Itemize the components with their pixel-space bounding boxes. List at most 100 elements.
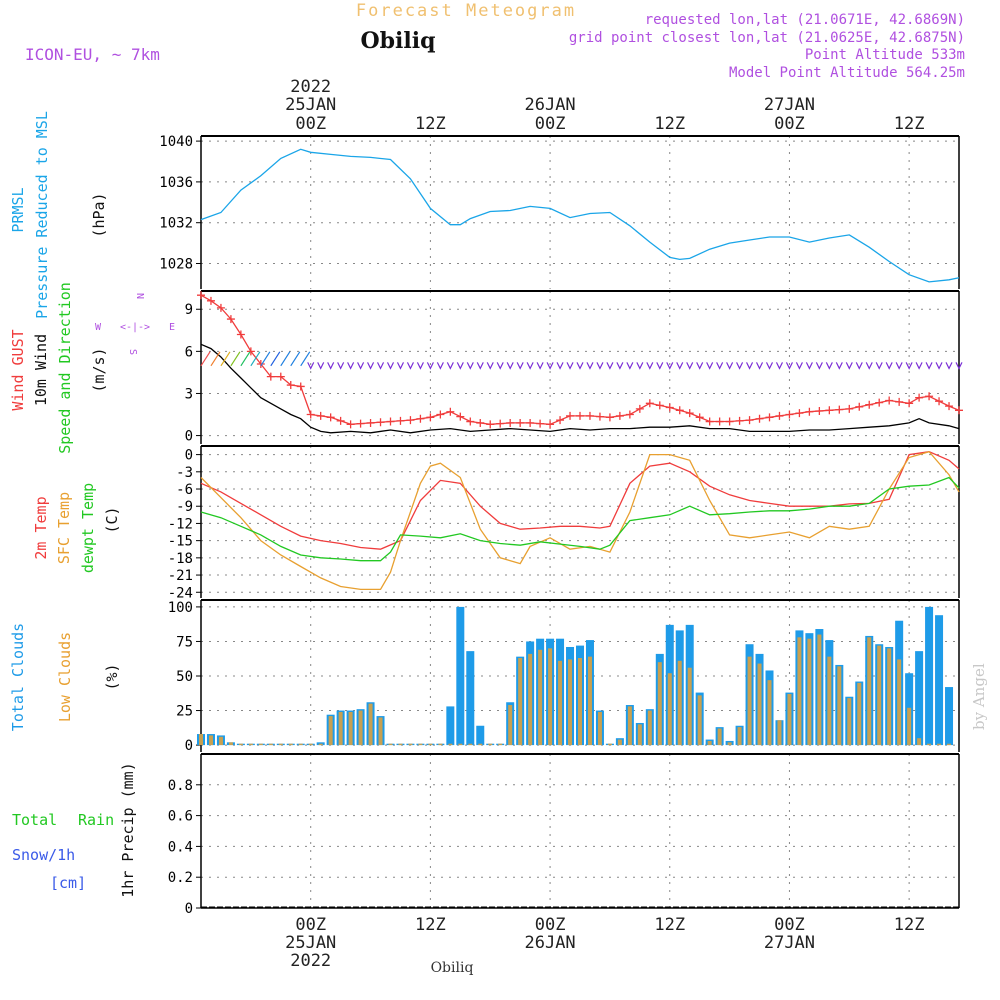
gust-marker	[955, 406, 963, 415]
wind-direction-arrow	[626, 362, 634, 370]
wind-direction-arrow	[347, 362, 355, 370]
low-cloud-bar	[917, 738, 922, 746]
gust-marker	[815, 407, 824, 416]
low-cloud-bar	[777, 720, 782, 746]
wind-direction-arrow	[765, 362, 774, 370]
wind-direction-arrow	[337, 362, 345, 370]
total-cloud-bar	[466, 651, 475, 746]
series-2m-temp	[200, 451, 960, 550]
y-tick-label: 6	[185, 344, 193, 360]
low-cloud-bar	[887, 648, 892, 746]
low-cloud-bar	[717, 728, 722, 746]
wind-direction-arrow	[606, 362, 614, 370]
gust-marker	[675, 406, 684, 415]
bottom-year-label: 2022	[290, 951, 331, 971]
bottom-hour-label: 00Z	[295, 915, 326, 935]
y-tick-label: 0	[185, 901, 193, 917]
wind-direction-arrow	[875, 362, 883, 370]
bottom-hour-label: 00Z	[774, 915, 805, 935]
wind-direction-arrow	[905, 362, 913, 370]
gust-marker	[845, 404, 854, 413]
top-year-label: 2022	[290, 77, 331, 97]
gust-marker	[695, 413, 704, 422]
meteogram-title: Forecast Meteogram	[356, 1, 576, 21]
wind-direction-arrow	[805, 362, 813, 370]
p3-label-dew: dewpt Temp	[79, 483, 97, 573]
wind-direction-arrow	[566, 362, 574, 370]
y-tick-label: 1032	[159, 216, 193, 232]
low-cloud-bar	[637, 724, 642, 746]
wind-direction-arrow	[416, 362, 424, 370]
wind-direction-arrow	[666, 362, 674, 370]
p4-label-low: Low Clouds	[56, 632, 74, 722]
p5-label-cm: [cm]	[50, 874, 86, 892]
top-hour-label: 00Z	[535, 114, 566, 134]
y-tick-label: 50	[176, 669, 193, 685]
low-cloud-bar	[268, 743, 273, 746]
top-hour-label: 00Z	[774, 114, 805, 134]
y-tick-label: 0.6	[168, 809, 193, 825]
y-tick-label: 0.8	[168, 778, 193, 794]
y-tick-label: 0.4	[168, 839, 193, 855]
low-cloud-bar	[458, 743, 463, 746]
total-cloud-bar	[935, 615, 944, 746]
p2-label-dir: Speed and Direction	[56, 282, 74, 454]
wind-direction-arrow	[230, 351, 241, 367]
wind-direction-arrow	[546, 362, 554, 370]
wind-direction-arrow	[210, 351, 221, 367]
low-cloud-bar	[647, 710, 652, 746]
model-label: ICON-EU, ~ 7km	[25, 45, 160, 64]
gust-marker	[276, 372, 285, 381]
low-cloud-bar	[847, 698, 852, 746]
wind-direction-arrow	[596, 362, 604, 370]
compass-arrow: <-|->	[120, 322, 150, 333]
low-cloud-bar	[308, 743, 313, 746]
wind-direction-arrow	[865, 362, 873, 370]
wind-direction-arrow	[260, 351, 271, 367]
gust-marker	[735, 416, 744, 425]
low-cloud-bar	[737, 727, 742, 746]
total-cloud-bar	[915, 651, 924, 746]
low-cloud-bar	[378, 717, 383, 746]
bottom-hour-label: 12Z	[654, 915, 685, 935]
low-cloud-bar	[617, 739, 622, 746]
low-cloud-bar	[657, 662, 662, 746]
location-title: Obiliq	[360, 28, 435, 54]
low-cloud-bar	[418, 743, 423, 746]
wind-direction-arrow	[446, 362, 454, 370]
low-cloud-bar	[288, 743, 293, 746]
low-cloud-bar	[867, 637, 872, 746]
y-tick-label: 0	[185, 448, 193, 464]
low-cloud-bar	[218, 736, 223, 746]
gust-marker	[745, 416, 754, 425]
low-cloud-bar	[518, 658, 523, 746]
gust-marker	[197, 291, 205, 300]
wind-direction-arrow	[656, 362, 664, 370]
panel-2: 0 3 6 9	[185, 290, 963, 445]
top-hour-label: 12Z	[894, 114, 925, 134]
gust-marker	[406, 416, 415, 425]
low-cloud-bar	[408, 743, 413, 746]
low-cloud-bar	[228, 742, 233, 746]
y-tick-label: -12	[168, 516, 193, 532]
gust-marker	[356, 419, 365, 428]
y-tick-label: 0	[185, 429, 193, 445]
y-tick-label: 9	[185, 302, 193, 318]
point-altitude: Point Altitude 533m	[805, 47, 965, 63]
low-cloud-bar	[697, 695, 702, 746]
low-cloud-bar	[568, 659, 573, 746]
gust-marker	[556, 416, 565, 425]
wind-direction-arrow	[327, 362, 335, 370]
gust-marker	[785, 410, 794, 419]
wind-direction-arrow	[925, 362, 933, 370]
y-tick-label: -24	[168, 585, 193, 601]
gust-marker	[805, 407, 814, 416]
gust-marker	[935, 397, 944, 406]
p5-label-unit: 1hr Precip (mm)	[119, 762, 137, 897]
wind-direction-arrow	[506, 362, 514, 370]
gust-marker	[476, 418, 485, 427]
series-wind-gust	[200, 294, 960, 425]
low-cloud-bar	[727, 742, 732, 746]
panel-5: 0 0.2 0.4 0.6 0.8	[168, 753, 960, 917]
